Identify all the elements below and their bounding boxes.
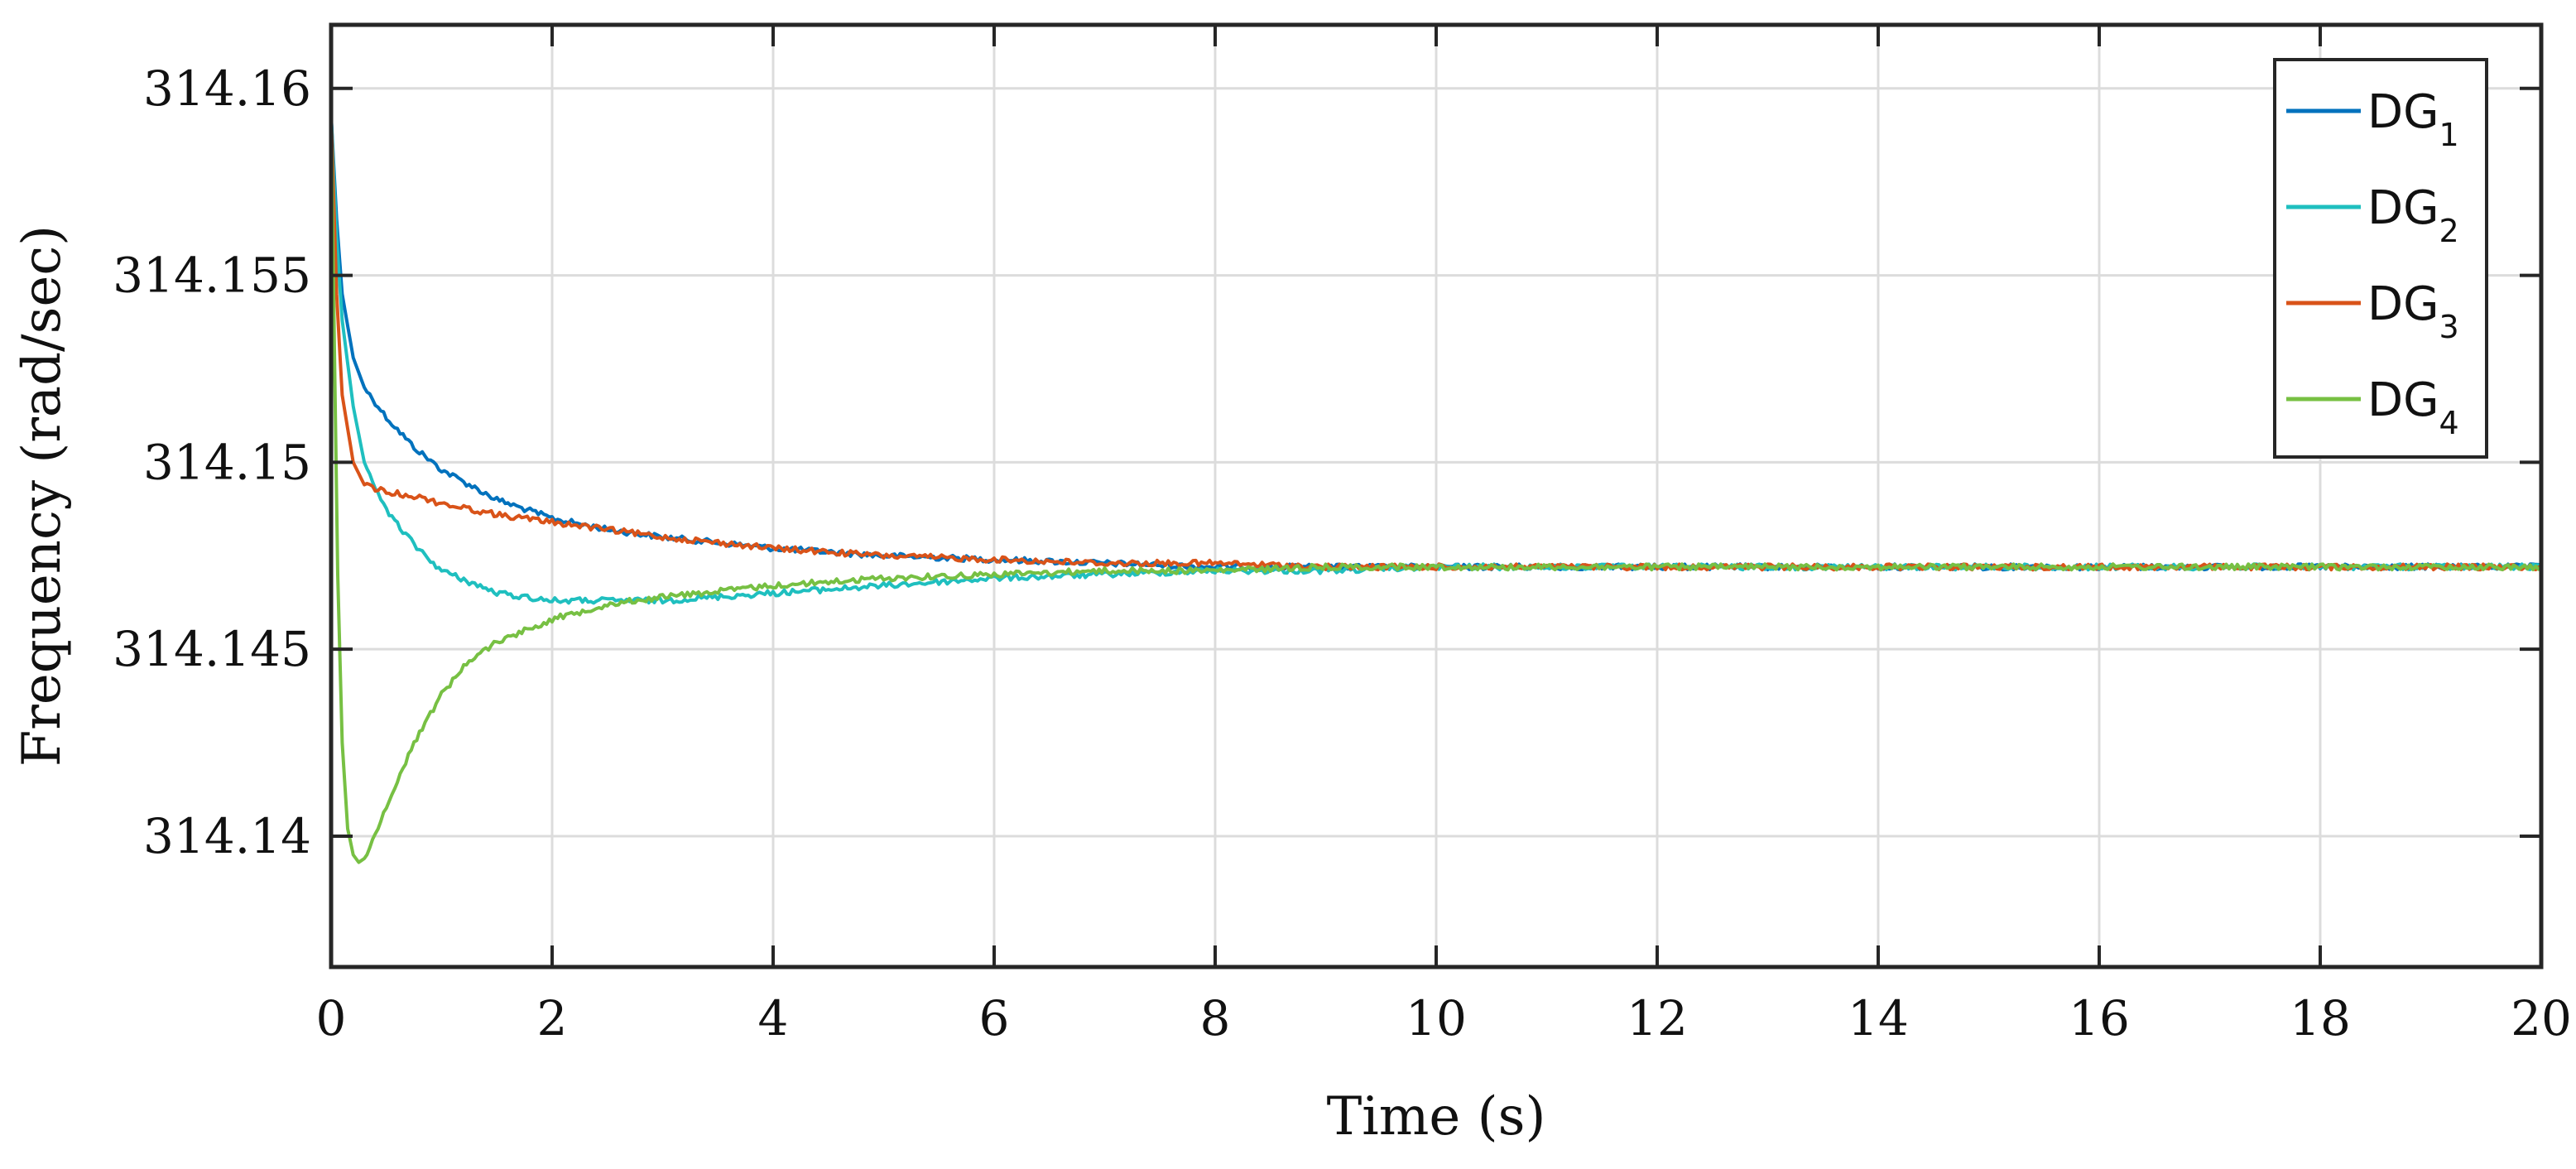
axis-ticks [329, 25, 2543, 967]
x-tick-label: 0 [316, 990, 347, 1046]
x-tick-label: 16 [2069, 990, 2130, 1046]
x-tick-label: 14 [1848, 990, 1909, 1046]
grid [329, 25, 2543, 967]
x-tick-label: 2 [537, 990, 568, 1046]
x-tick-label: 4 [758, 990, 789, 1046]
x-tick-label: 10 [1406, 990, 1467, 1046]
x-tick-label: 20 [2511, 990, 2572, 1046]
y-tick-label: 314.145 [113, 621, 311, 677]
x-tick-labels: 0 2 4 6 8 10 12 14 16 18 20 [316, 990, 2572, 1046]
x-axis-label: Time (s) [1327, 1086, 1546, 1147]
x-tick-label: 12 [1627, 990, 1688, 1046]
y-tick-labels: 314.14 314.145 314.15 314.155 314.16 [113, 60, 311, 864]
x-tick-label: 18 [2290, 990, 2351, 1046]
y-tick-label: 314.14 [143, 808, 311, 864]
series-line-dg4 [329, 114, 2543, 864]
y-axis-label: Frequency (rad/sec) [12, 225, 73, 767]
y-tick-label: 314.15 [143, 434, 311, 490]
series-group [329, 114, 2543, 864]
legend-box [2273, 58, 2488, 459]
y-tick-label: 314.16 [143, 60, 311, 117]
x-tick-label: 8 [1200, 990, 1231, 1046]
x-tick-label: 6 [979, 990, 1010, 1046]
y-tick-label: 314.155 [113, 248, 311, 304]
